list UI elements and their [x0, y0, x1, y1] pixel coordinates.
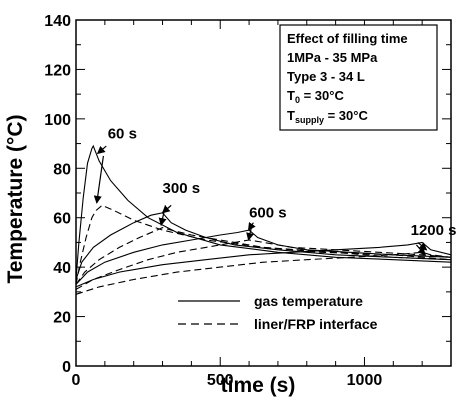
ticks-layer — [76, 20, 451, 366]
x-axis-title: time (s) — [221, 374, 296, 397]
info-title: Effect of filling time — [287, 31, 408, 46]
annotation-label-1: 60 s — [108, 126, 137, 143]
info-pressure: 1MPa - 35 MPa — [287, 50, 378, 65]
annotation-arrow-1 — [96, 145, 107, 155]
info-tsupply: Tsupply = 30°C — [287, 108, 368, 125]
y-tick-label-140: 140 — [44, 13, 71, 30]
y-tick-label-40: 40 — [53, 260, 71, 277]
point-annotations: 60 s 300 s 600 s 1200 s — [108, 126, 457, 239]
annotation-arrow-2 — [93, 155, 104, 204]
tick-labels: 0 500 1000 0 20 40 60 80 100 120 140 — [44, 13, 382, 389]
info-box: Effect of filling time 1MPa - 35 MPa Typ… — [279, 24, 438, 131]
arrow-layer — [93, 145, 428, 256]
y-tick-label-80: 80 — [53, 161, 71, 178]
annotation-arrow-8 — [415, 244, 426, 256]
info-t0: T0 = 30°C — [287, 88, 344, 105]
annotation-arrow-4 — [158, 205, 167, 227]
annotation-label-3: 600 s — [249, 205, 287, 222]
legend-label-gas: gas temperature — [254, 293, 363, 309]
y-tick-label-60: 60 — [53, 211, 71, 228]
annotation-label-2: 300 s — [163, 180, 201, 197]
annotation-arrow-6 — [246, 224, 254, 241]
series-line-6 — [75, 239, 452, 290]
series-line-4 — [75, 227, 452, 285]
series-line-8 — [75, 251, 452, 295]
y-tick-label-100: 100 — [44, 112, 71, 129]
annotation-label-4: 1200 s — [411, 222, 457, 239]
x-tick-label-500: 500 — [207, 372, 234, 389]
series-line-1 — [75, 144, 452, 280]
legend-label-liner: liner/FRP interface — [254, 316, 378, 332]
y-tick-label-120: 120 — [44, 62, 71, 79]
y-axis-title: Temperature (°C) — [4, 114, 27, 283]
y-tick-label-0: 0 — [62, 359, 71, 376]
info-box-frame — [279, 24, 438, 131]
series-line-3 — [75, 212, 452, 280]
annotation-arrow-5 — [247, 222, 256, 231]
x-tick-label-1000: 1000 — [347, 372, 383, 389]
series-layer — [75, 144, 452, 295]
series-line-5 — [75, 229, 452, 285]
y-tick-label-20: 20 — [53, 310, 71, 327]
legend: gas temperature liner/FRP interface — [178, 293, 378, 332]
info-type: Type 3 - 34 L — [287, 69, 365, 84]
x-tick-label-0: 0 — [72, 372, 81, 389]
